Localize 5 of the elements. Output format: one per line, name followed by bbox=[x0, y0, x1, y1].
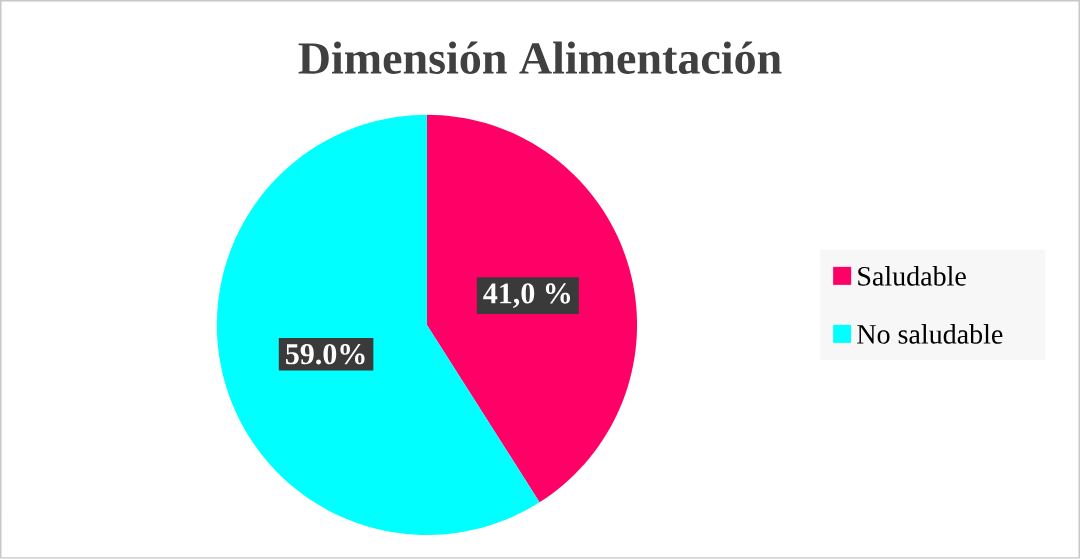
legend-label: Saludable bbox=[858, 266, 966, 286]
data-label: 59.0% bbox=[286, 344, 365, 365]
chart-title: Dimensión Alimentación bbox=[298, 41, 782, 75]
legend-label: No saludable bbox=[857, 324, 1003, 344]
data-label: 41,0 % bbox=[483, 283, 571, 309]
